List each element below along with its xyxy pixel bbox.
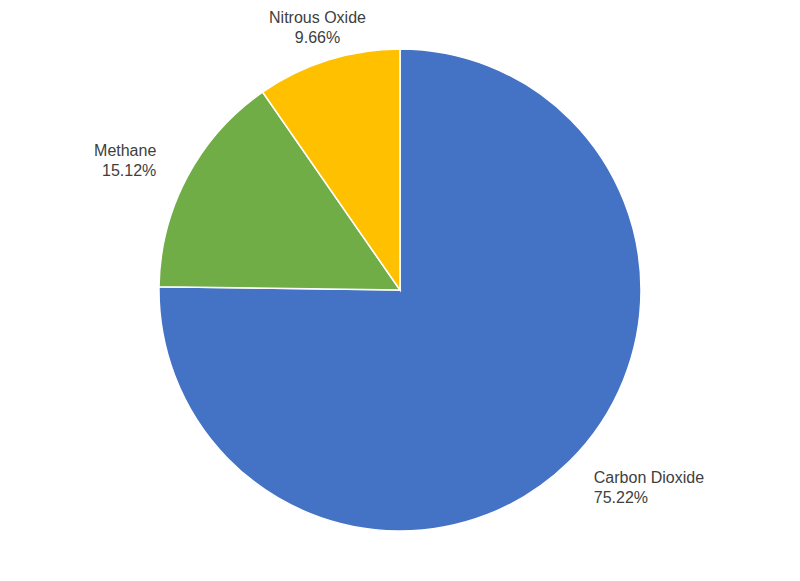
svg-text:Carbon Dioxide75.22%: Carbon Dioxide75.22% [594, 469, 704, 506]
svg-text:Nitrous Oxide9.66%: Nitrous Oxide9.66% [269, 9, 366, 46]
svg-text:Methane15.12%: Methane15.12% [94, 142, 156, 179]
